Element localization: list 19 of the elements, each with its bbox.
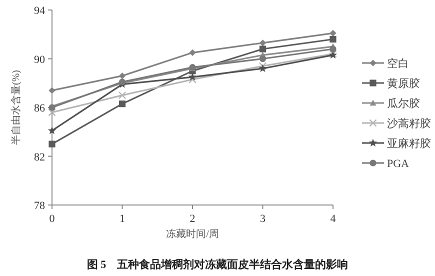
legend-label: 亚麻籽胶 [387,137,431,150]
y-tick-label: 86 [34,102,46,114]
x-tick-label: 1 [120,213,125,225]
legend-label: 沙蒿籽胶 [387,117,431,130]
legend-label: 黄原胶 [387,77,420,90]
y-tick-label: 94 [34,5,46,17]
legend-label: 瓜尔胶 [387,97,420,110]
x-tick-label: 0 [49,213,56,225]
y-tick-label: 78 [34,200,46,212]
x-axis-title: 冻藏时间/周 [166,228,219,240]
legend-label: 空白 [387,57,409,70]
legend-label: PGA [387,158,410,170]
x-tick-label: 4 [330,213,336,225]
x-tick-label: 3 [260,213,266,225]
y-tick-label: 90 [34,54,46,66]
x-tick-label: 2 [190,213,196,225]
y-axis-title: 半自由水含量(%) [10,70,22,145]
caption: 图 5 五种食品增稠剂对冻藏面皮半结合水含量的影响 [86,258,348,271]
y-tick-label: 82 [34,151,45,164]
